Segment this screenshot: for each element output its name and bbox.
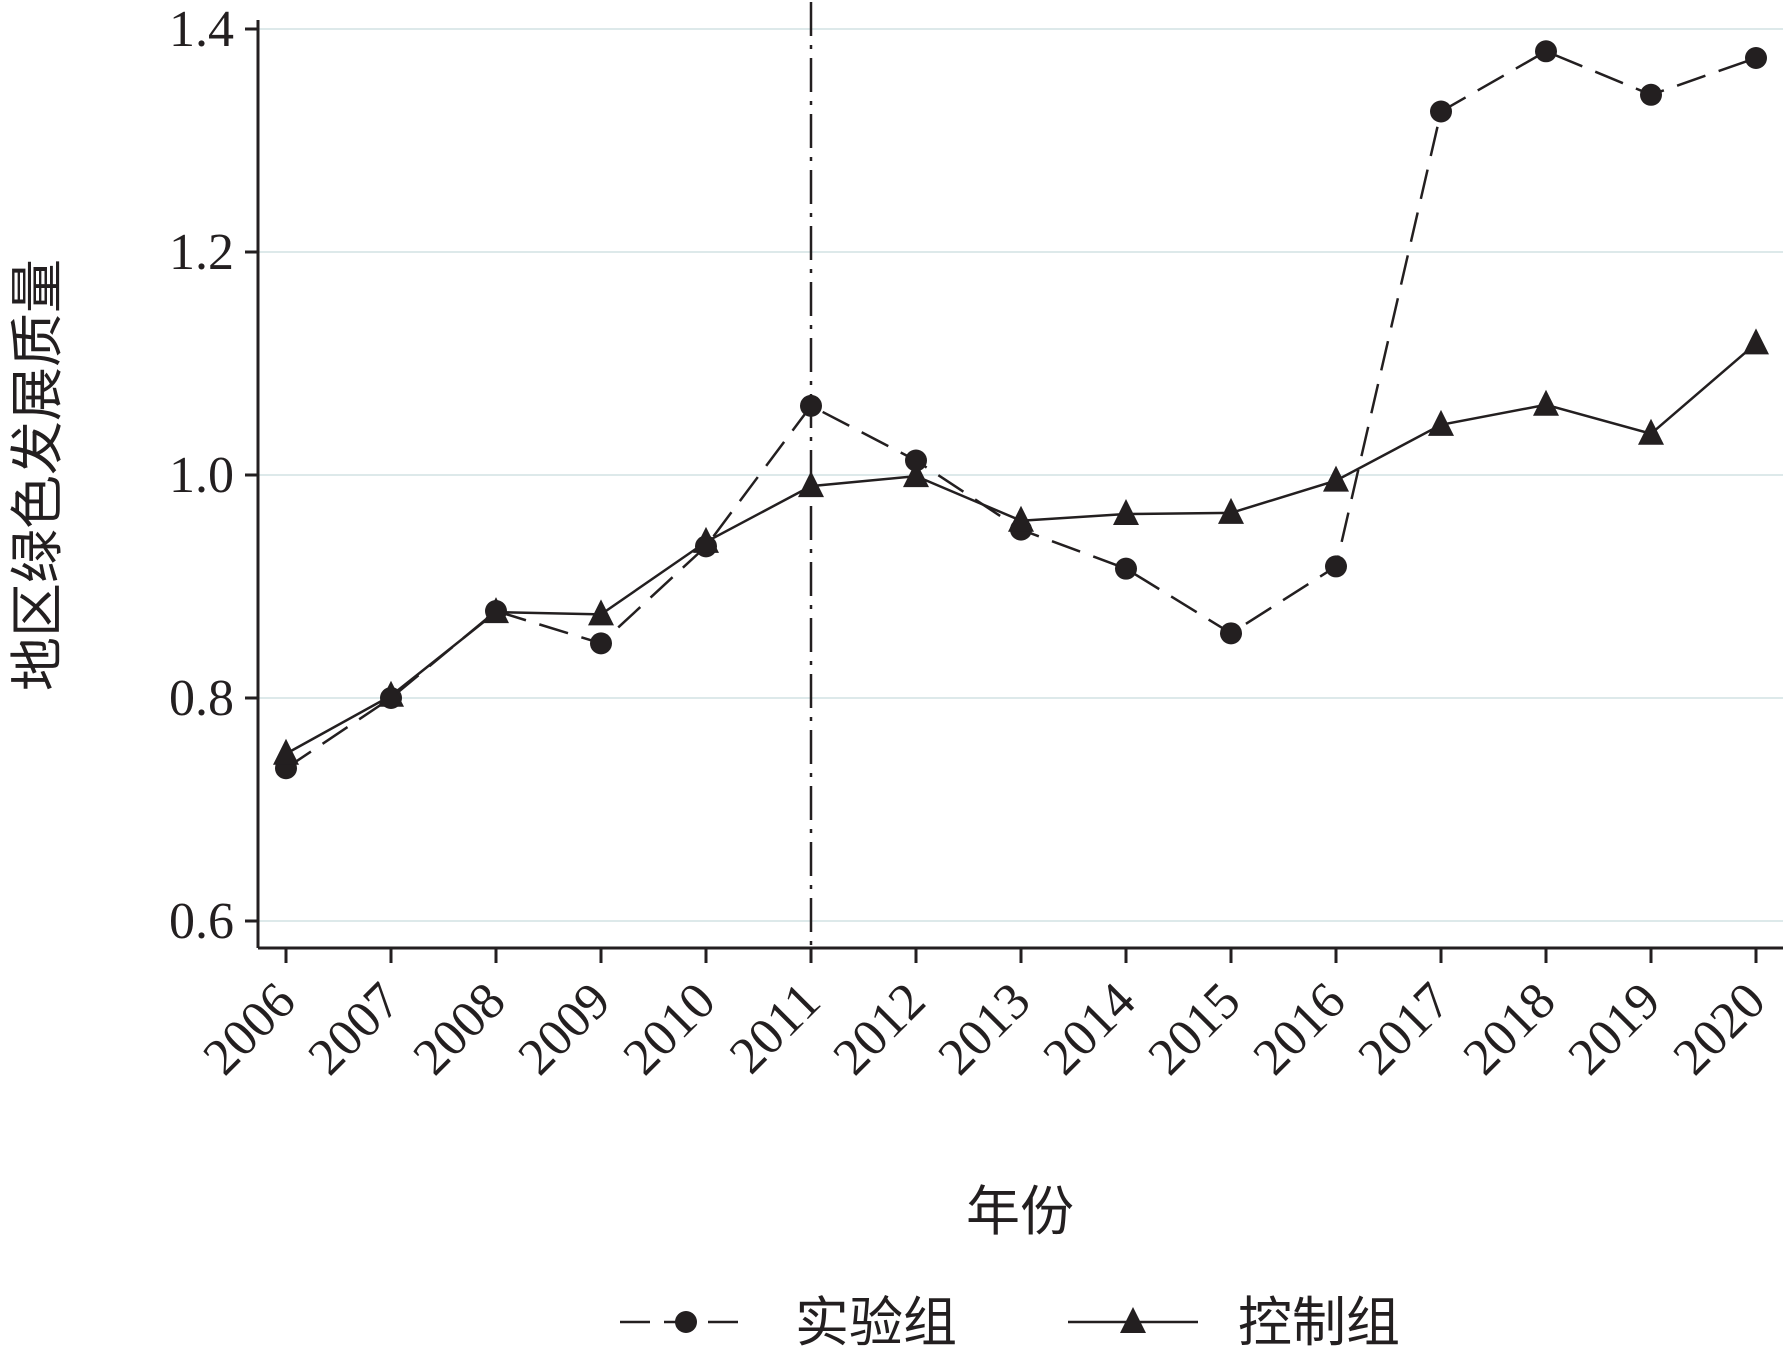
x-tick-label: 2015 [1138, 972, 1252, 1086]
legend-label-treatment: 实验组 [795, 1293, 957, 1351]
x-tick-label: 2013 [928, 972, 1042, 1086]
grid-lines [258, 28, 1783, 922]
x-tick-label: 2011 [719, 972, 831, 1084]
data-point-triangle [483, 597, 509, 624]
data-point-triangle [1008, 505, 1034, 532]
y-tick-label: 1.0 [169, 447, 234, 504]
data-point-circle [800, 394, 822, 417]
x-tick-label: 2017 [1348, 972, 1462, 1086]
x-tick-label: 2006 [193, 972, 307, 1086]
y-tick-label: 1.2 [169, 224, 234, 281]
x-tick-label: 2019 [1558, 972, 1672, 1086]
legend-item-control: 控制组 [1068, 1293, 1400, 1351]
series-layer [273, 40, 1769, 780]
x-tick-label: 2014 [1033, 972, 1147, 1086]
x-tick-label: 2020 [1663, 972, 1777, 1086]
data-point-triangle [1533, 389, 1559, 416]
axes [256, 20, 1783, 950]
data-point-triangle [1743, 328, 1769, 355]
y-axis-title: 地区绿色发展质量 [8, 259, 68, 691]
legend-label-control: 控制组 [1238, 1293, 1400, 1351]
x-tick-label: 2009 [508, 972, 622, 1086]
legend-swatch-marker [675, 1311, 697, 1333]
data-point-triangle [378, 680, 404, 707]
y-tick-label: 0.6 [169, 893, 234, 950]
data-point-triangle [798, 471, 824, 498]
y-tick-label: 1.4 [169, 1, 234, 58]
data-point-triangle [903, 461, 929, 488]
x-tick-label: 2016 [1243, 972, 1357, 1086]
series-1 [273, 328, 1769, 765]
x-tick-label: 2012 [823, 972, 937, 1086]
series-line [285, 49, 1757, 770]
data-point-triangle [1218, 497, 1244, 524]
y-ticks: 0.6 0.8 1.0 1.2 1.4 [169, 1, 258, 950]
data-point-triangle [273, 738, 299, 765]
series-line [285, 342, 1757, 755]
data-point-circle [1325, 555, 1347, 578]
data-point-circle [1430, 100, 1452, 123]
data-point-circle [1220, 622, 1242, 645]
data-point-triangle [1428, 409, 1454, 436]
x-axis-title: 年份 [966, 1182, 1074, 1242]
data-point-circle [1115, 557, 1137, 580]
y-tick-label: 0.8 [169, 670, 234, 727]
data-point-triangle [1113, 499, 1139, 526]
legend: 实验组 控制组 [620, 1293, 1400, 1351]
data-point-circle [905, 449, 927, 472]
legend-swatch-marker [1120, 1307, 1146, 1333]
data-point-circle [1640, 83, 1662, 106]
data-point-triangle [588, 599, 614, 626]
data-point-circle [590, 632, 612, 655]
x-ticks: 2006200720082009201020112012201320142015… [193, 948, 1777, 1086]
x-tick-label: 2007 [298, 972, 412, 1086]
legend-item-treatment: 实验组 [620, 1293, 957, 1351]
x-tick-label: 2008 [403, 972, 517, 1086]
data-point-circle [1535, 40, 1557, 63]
x-tick-label: 2010 [613, 972, 727, 1086]
data-point-triangle [693, 526, 719, 553]
x-tick-label: 2018 [1453, 972, 1567, 1086]
data-point-circle [1745, 46, 1767, 69]
data-point-triangle [1323, 465, 1349, 492]
data-point-triangle [1638, 418, 1664, 445]
